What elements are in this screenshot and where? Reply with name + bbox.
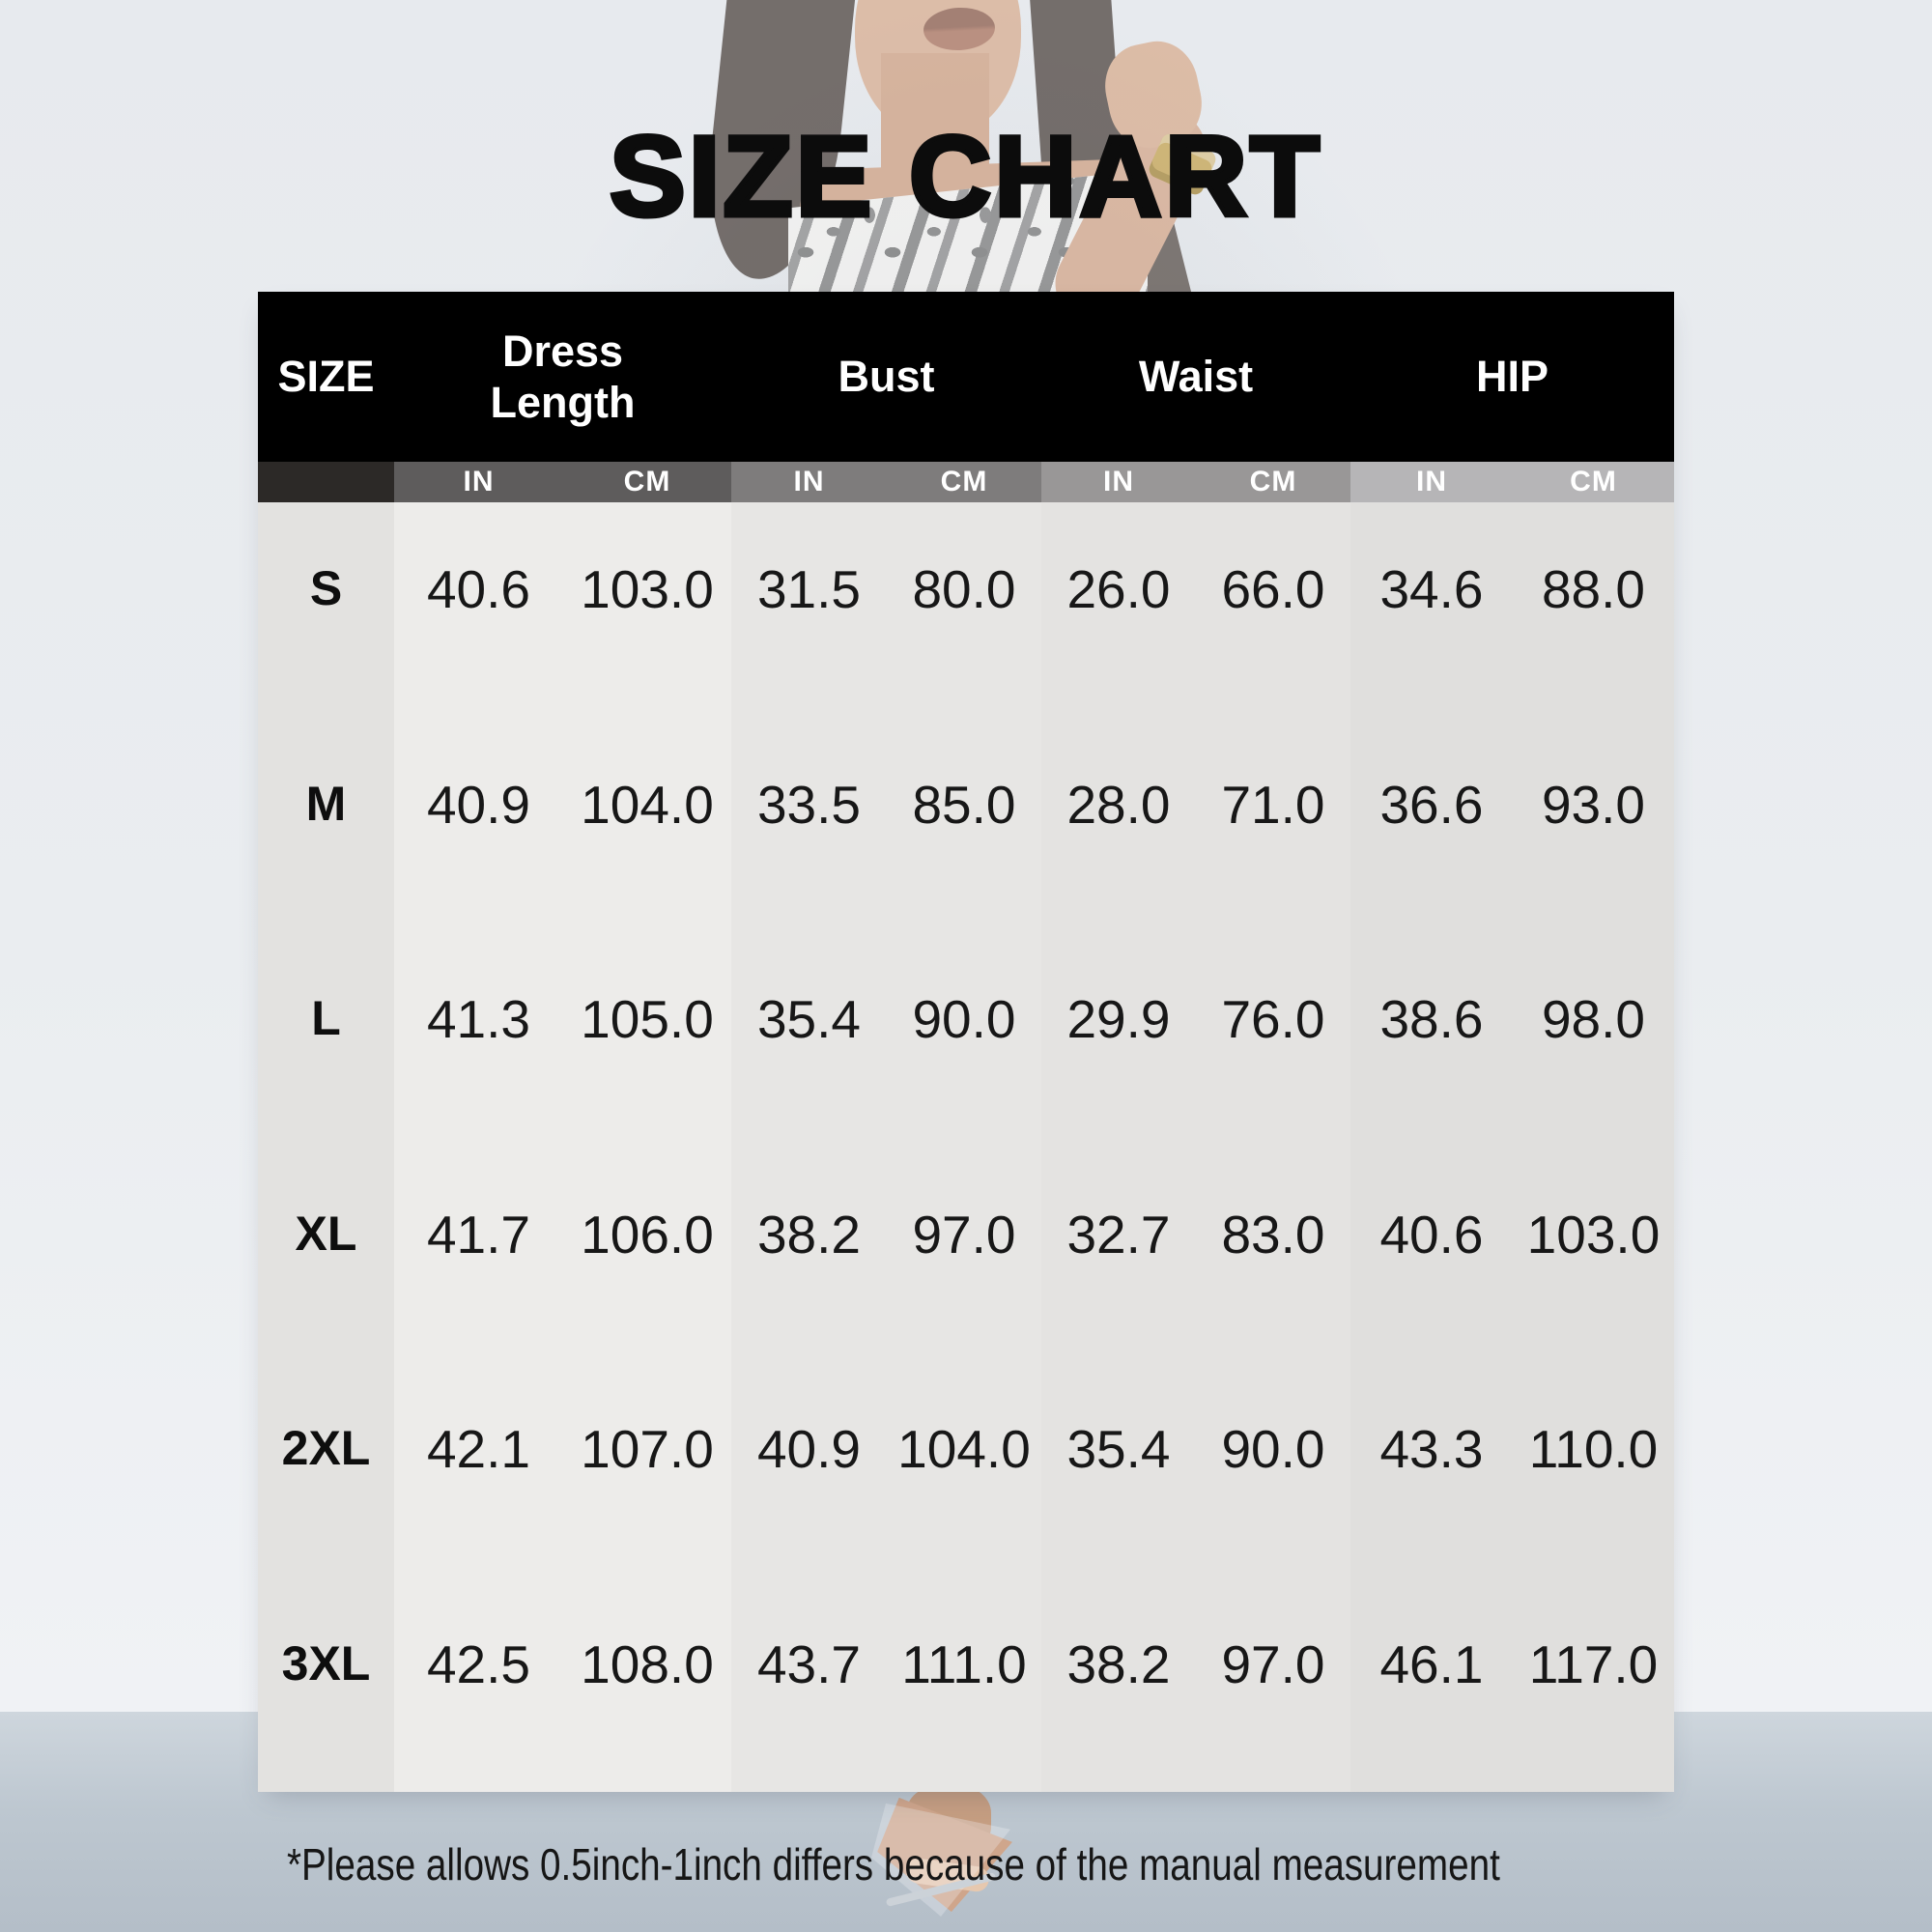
value-cell: 26.0 [1041,502,1196,718]
value-cell: 43.3 [1350,1362,1513,1577]
subheader-dress-length-cm: CM [563,462,731,502]
size-label: S [258,502,394,718]
size-label: L [258,932,394,1148]
subheader-hip-cm: CM [1513,462,1674,502]
value-cell: 34.6 [1350,502,1513,718]
size-label: 2XL [258,1362,394,1577]
value-cell: 90.0 [1196,1362,1350,1577]
value-cell: 35.4 [731,932,887,1148]
value-cell: 41.3 [394,932,563,1148]
size-label: XL [258,1147,394,1362]
value-cell: 88.0 [1513,502,1674,718]
value-cell: 111.0 [887,1577,1041,1792]
value-cell: 38.2 [731,1147,887,1362]
value-cell: 97.0 [887,1147,1041,1362]
measurement-footnote: *Please allows 0.5inch-1inch differs bec… [287,1839,1500,1889]
value-cell: 46.1 [1350,1577,1513,1792]
size-label: M [258,717,394,932]
value-cell: 42.1 [394,1362,563,1577]
subheader-waist-cm: CM [1196,462,1350,502]
subheader-bust-in: IN [731,462,887,502]
value-cell: 110.0 [1513,1362,1674,1577]
value-cell: 31.5 [731,502,887,718]
size-label: 3XL [258,1577,394,1792]
subheader-bust-cm: CM [887,462,1041,502]
value-cell: 80.0 [887,502,1041,718]
header-waist: Waist [1041,292,1350,462]
header-dress-length-label: Dress Length [490,326,636,427]
value-cell: 83.0 [1196,1147,1350,1362]
value-cell: 43.7 [731,1577,887,1792]
page-title: SIZE CHART [608,113,1322,241]
value-cell: 93.0 [1513,717,1674,932]
value-cell: 71.0 [1196,717,1350,932]
value-cell: 38.2 [1041,1577,1196,1792]
value-cell: 29.9 [1041,932,1196,1148]
value-cell: 36.6 [1350,717,1513,932]
value-cell: 90.0 [887,932,1041,1148]
value-cell: 97.0 [1196,1577,1350,1792]
subheader-size-blank [258,462,394,502]
value-cell: 103.0 [1513,1147,1674,1362]
value-cell: 33.5 [731,717,887,932]
value-cell: 28.0 [1041,717,1196,932]
value-cell: 85.0 [887,717,1041,932]
subheader-dress-length-in: IN [394,462,563,502]
value-cell: 103.0 [563,502,731,718]
value-cell: 38.6 [1350,932,1513,1148]
value-cell: 98.0 [1513,932,1674,1148]
value-cell: 40.6 [394,502,563,718]
subheader-hip-in: IN [1350,462,1513,502]
value-cell: 117.0 [1513,1577,1674,1792]
value-cell: 41.7 [394,1147,563,1362]
value-cell: 76.0 [1196,932,1350,1148]
value-cell: 35.4 [1041,1362,1196,1577]
subheader-waist-in: IN [1041,462,1196,502]
value-cell: 108.0 [563,1577,731,1792]
value-cell: 40.6 [1350,1147,1513,1362]
value-cell: 66.0 [1196,502,1350,718]
value-cell: 107.0 [563,1362,731,1577]
value-cell: 42.5 [394,1577,563,1792]
header-dress-length: Dress Length [394,292,731,462]
value-cell: 105.0 [563,932,731,1148]
value-cell: 104.0 [887,1362,1041,1577]
value-cell: 104.0 [563,717,731,932]
header-size: SIZE [258,292,394,462]
value-cell: 106.0 [563,1147,731,1362]
size-table: SIZE Dress Length Bust Waist HIP IN CM I… [258,292,1674,1792]
model-neck [881,53,989,181]
header-hip: HIP [1350,292,1674,462]
value-cell: 32.7 [1041,1147,1196,1362]
header-bust: Bust [731,292,1041,462]
value-cell: 40.9 [731,1362,887,1577]
value-cell: 40.9 [394,717,563,932]
